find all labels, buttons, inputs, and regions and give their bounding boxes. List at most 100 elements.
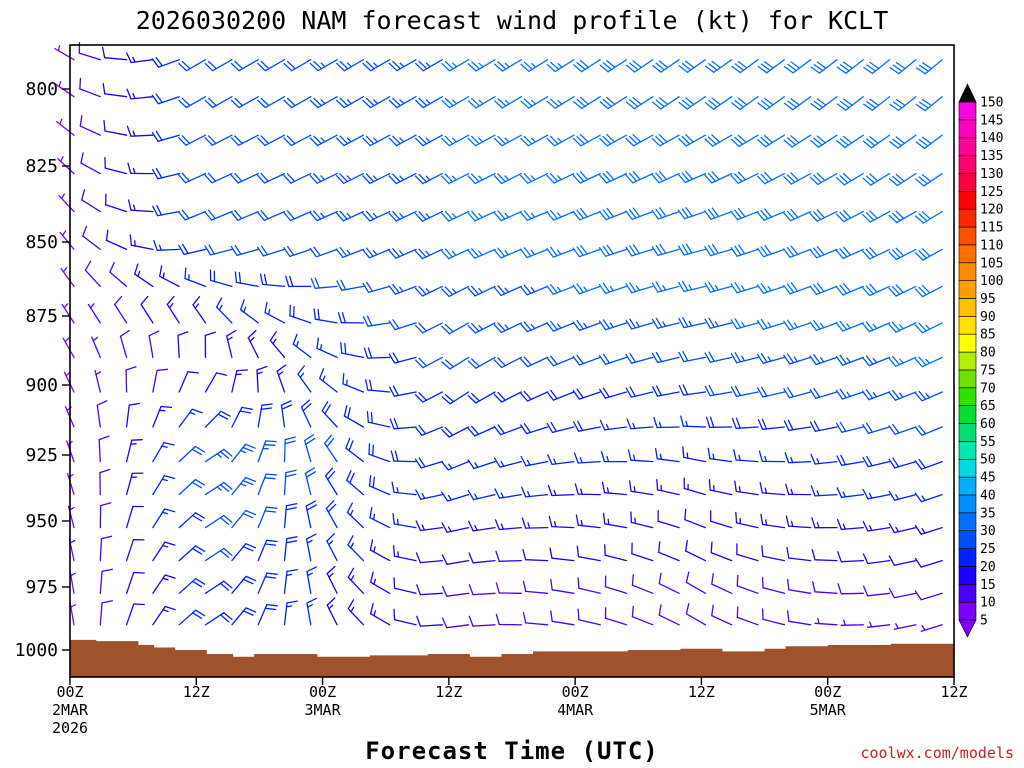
wind-barb	[388, 385, 417, 397]
barb-feather	[837, 551, 842, 563]
wind-barb	[309, 246, 338, 258]
barb-feather	[152, 205, 159, 217]
barb-feather	[365, 379, 369, 391]
wind-barb	[309, 96, 338, 109]
barb-feather	[444, 60, 454, 70]
wind-barb	[547, 454, 575, 466]
wind-barb	[576, 545, 601, 562]
wind-barb	[657, 509, 680, 529]
barb-feather	[546, 137, 556, 147]
barb-feather	[286, 600, 298, 604]
barb-feather	[756, 175, 766, 185]
barb-feather	[651, 282, 659, 293]
barb-half-feather	[373, 578, 376, 585]
barb-shaft	[921, 426, 943, 436]
barb-shaft	[657, 210, 680, 220]
wind-barb	[835, 283, 864, 296]
barb-half-feather	[925, 358, 931, 364]
barb-half-feather	[531, 99, 537, 105]
barb-feather	[178, 62, 188, 72]
wind-barb	[651, 134, 680, 147]
barb-feather	[685, 571, 690, 583]
wind-barb	[914, 524, 943, 535]
colorbar-label: 50	[980, 453, 996, 468]
barb-feather	[244, 443, 256, 449]
barb-feather	[576, 388, 584, 399]
barb-feather	[678, 351, 685, 363]
barb-feather	[163, 475, 176, 480]
wind-barb	[546, 209, 575, 221]
wind-barb	[79, 77, 101, 98]
wind-barb	[704, 317, 733, 329]
barb-shaft	[501, 134, 522, 147]
barb-feather	[388, 285, 397, 295]
barb-half-feather	[372, 250, 378, 256]
barb-feather	[276, 364, 287, 372]
wind-barb	[104, 156, 128, 175]
barb-feather	[151, 94, 160, 105]
barb-feather	[922, 99, 933, 107]
barb-shaft	[735, 522, 759, 529]
y-tick-label: 800	[25, 79, 58, 100]
wind-barb	[711, 604, 733, 626]
barb-feather	[708, 99, 718, 108]
barb-feather	[414, 324, 424, 334]
barb-half-feather	[425, 250, 431, 256]
wind-barb	[863, 96, 891, 111]
wind-barb	[54, 44, 75, 61]
barb-feather	[340, 342, 343, 354]
barb-shaft	[257, 506, 268, 529]
barb-feather	[862, 488, 869, 500]
barb-half-feather	[189, 411, 196, 415]
barb-feather	[783, 354, 791, 365]
barb-feather	[783, 139, 793, 148]
wind-barb	[678, 280, 707, 293]
barb-feather	[309, 247, 318, 258]
barb-feather	[790, 208, 799, 219]
barb-feather	[392, 385, 400, 397]
barb-feather	[685, 243, 693, 254]
barb-feather	[362, 99, 372, 109]
barb-feather	[914, 460, 923, 470]
barb-feather	[734, 209, 742, 219]
wind-barb	[414, 248, 443, 260]
barb-feather	[286, 568, 298, 573]
barb-feather	[658, 170, 668, 181]
barb-shaft	[178, 478, 197, 496]
barb-shaft	[448, 322, 470, 335]
barb-shaft	[657, 520, 680, 529]
barb-shaft	[791, 134, 812, 148]
barb-feather	[520, 137, 529, 147]
barb-feather	[286, 97, 296, 107]
wind-barb	[324, 467, 338, 496]
barb-shaft	[474, 426, 496, 437]
barb-feather	[369, 506, 373, 519]
barb-feather	[809, 176, 819, 186]
barb-half-feather	[267, 308, 271, 316]
barb-half-feather	[399, 250, 404, 256]
barb-feather	[708, 63, 718, 71]
barb-feather	[682, 316, 689, 328]
wind-barb	[678, 134, 707, 147]
barb-shaft	[607, 96, 628, 110]
barb-feather	[599, 137, 608, 147]
wind-barb	[656, 478, 680, 496]
barb-feather	[602, 135, 612, 145]
barb-feather	[685, 97, 695, 106]
barb-feather	[126, 52, 132, 64]
barb-feather	[764, 244, 772, 255]
barb-feather	[523, 356, 532, 366]
barb-feather	[711, 171, 720, 181]
barb-feather	[711, 573, 714, 585]
barb-shaft	[474, 172, 496, 185]
x-tick-label: 00Z	[562, 683, 589, 701]
wind-barb	[493, 424, 522, 436]
barb-feather	[598, 354, 607, 365]
barb-half-feather	[872, 323, 878, 330]
barb-feather	[497, 357, 506, 367]
barb-feather	[523, 173, 533, 183]
wind-barb	[888, 172, 917, 187]
wind-barb	[362, 315, 391, 327]
barb-feather	[787, 419, 794, 431]
barb-feather	[632, 207, 641, 218]
